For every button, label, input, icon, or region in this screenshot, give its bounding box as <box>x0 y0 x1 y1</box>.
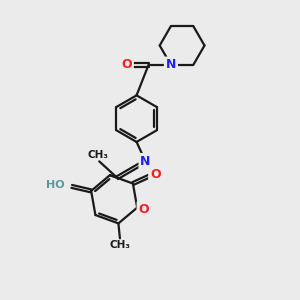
Text: O: O <box>138 202 149 216</box>
Text: CH₃: CH₃ <box>110 240 130 250</box>
Text: O: O <box>150 168 160 181</box>
Text: N: N <box>140 155 151 168</box>
Text: O: O <box>122 58 132 71</box>
Text: HO: HO <box>46 180 64 190</box>
Text: N: N <box>166 58 176 71</box>
Text: CH₃: CH₃ <box>87 150 108 160</box>
